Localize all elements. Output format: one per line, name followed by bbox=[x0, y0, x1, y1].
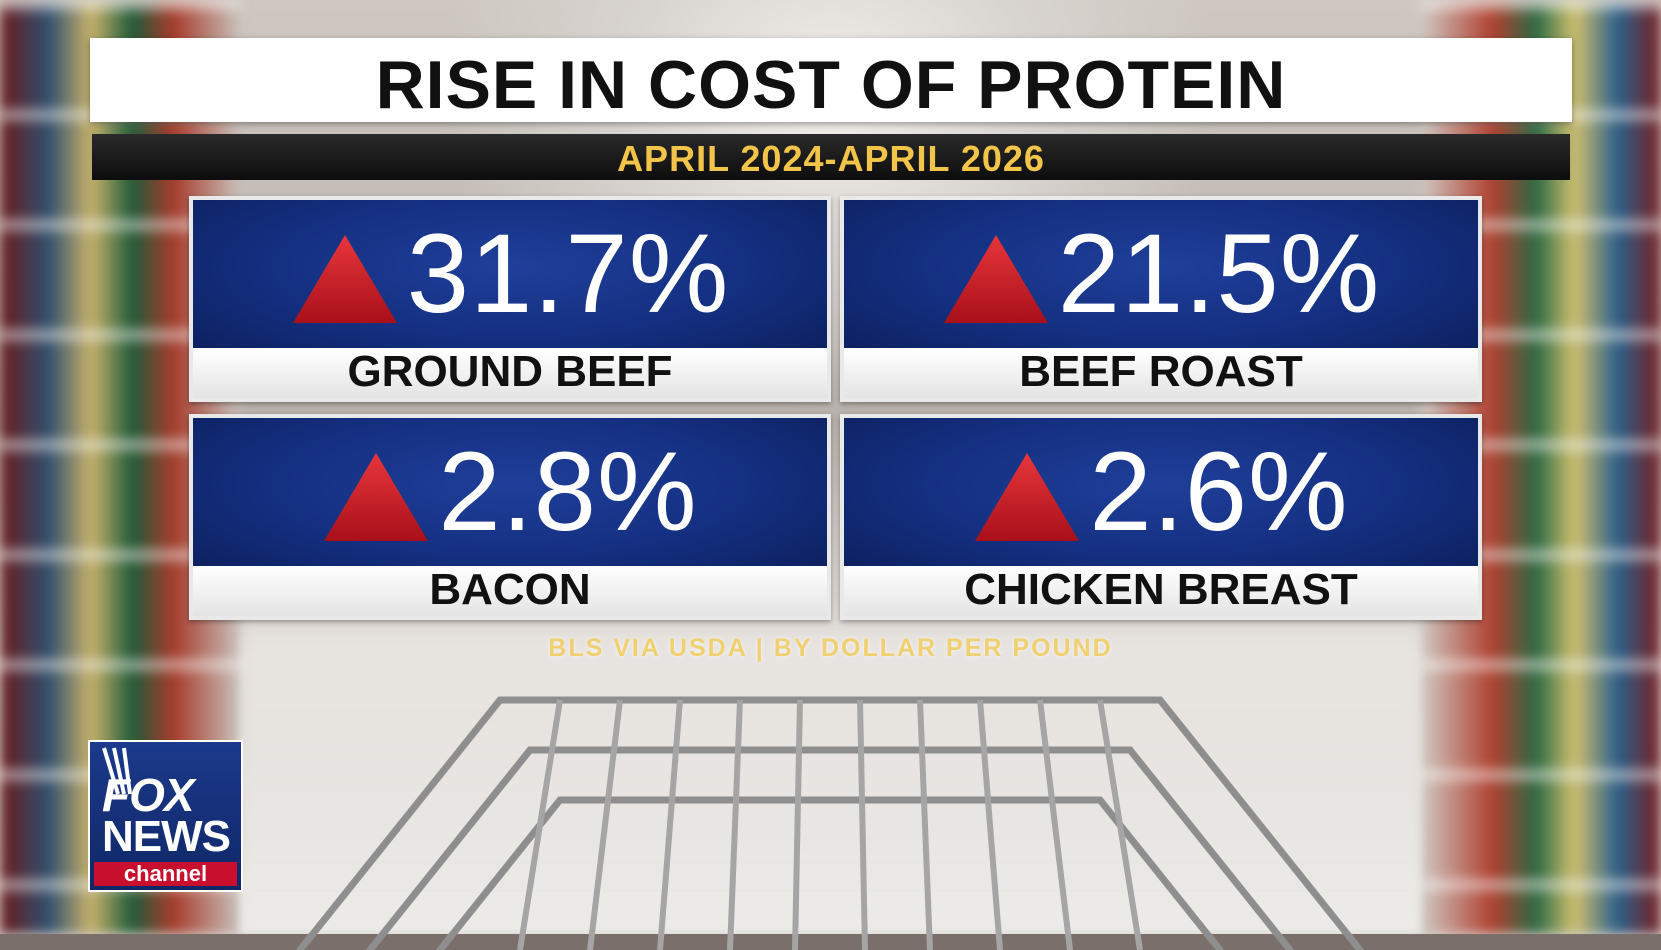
subtitle-banner: APRIL 2024-APRIL 2026 bbox=[92, 134, 1570, 180]
stat-value: 2.6% bbox=[1089, 429, 1349, 554]
searchlight-stripes-icon bbox=[102, 747, 132, 795]
stat-label: CHICKEN BREAST bbox=[964, 565, 1358, 614]
shopping-cart-image bbox=[296, 696, 1364, 950]
graphic-subtitle: APRIL 2024-APRIL 2026 bbox=[617, 138, 1045, 179]
graphic-title: RISE IN COST OF PROTEIN bbox=[375, 47, 1287, 123]
stat-card-bacon: 2.8% BACON bbox=[189, 414, 831, 620]
source-caption: BLS VIA USDA | BY DOLLAR PER POUND bbox=[548, 634, 1113, 662]
up-triangle-icon bbox=[943, 235, 1048, 323]
stat-value: 2.8% bbox=[438, 429, 698, 554]
logo-news-text: NEWS bbox=[102, 812, 231, 861]
stat-card-beef-roast: 21.5% BEEF ROAST bbox=[840, 196, 1482, 402]
stat-card-chicken-breast: 2.6% CHICKEN BREAST bbox=[840, 414, 1482, 620]
logo-fox-text: FOX bbox=[102, 769, 195, 821]
up-triangle-icon bbox=[975, 453, 1080, 541]
stat-label: BACON bbox=[429, 565, 591, 614]
stat-value: 21.5% bbox=[1057, 211, 1381, 336]
stat-label: GROUND BEEF bbox=[347, 347, 673, 396]
stat-card-ground-beef: 31.7% GROUND BEEF bbox=[189, 196, 831, 402]
fox-news-logo: FOX NEWS channel bbox=[88, 740, 243, 892]
stat-label: BEEF ROAST bbox=[1019, 347, 1303, 396]
up-triangle-icon bbox=[292, 235, 397, 323]
title-banner: RISE IN COST OF PROTEIN bbox=[90, 38, 1572, 123]
up-triangle-icon bbox=[324, 453, 429, 541]
stat-value: 31.7% bbox=[406, 211, 730, 336]
logo-channel-text: channel bbox=[94, 862, 237, 886]
